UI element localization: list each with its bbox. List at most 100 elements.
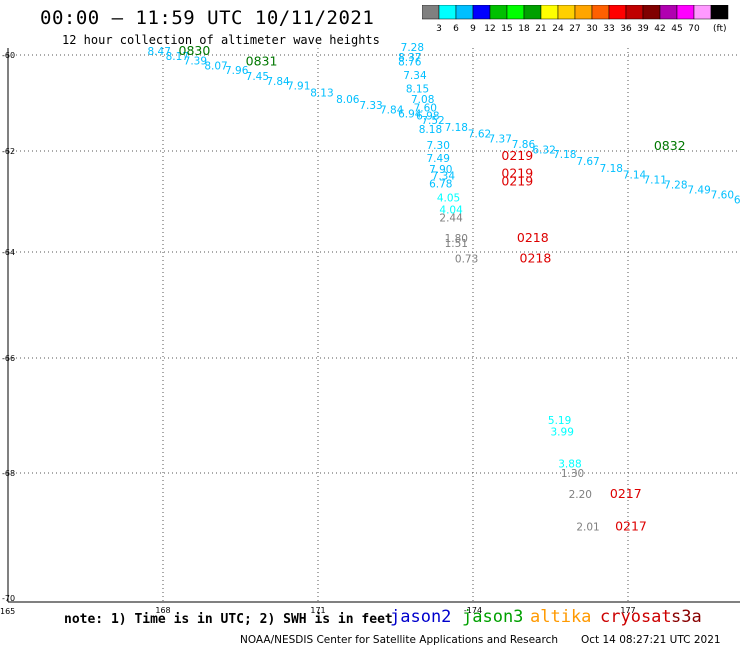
swh-value-label: 7.28 <box>401 42 424 54</box>
swh-value-label: 0.73 <box>455 254 478 266</box>
swh-value-label: 2.20 <box>569 489 592 501</box>
page-title: 00:00 — 11:59 UTC 10/11/2021 <box>40 7 375 29</box>
y-tick-label: -68 <box>2 469 15 478</box>
x-tick-label: 168 <box>155 606 170 615</box>
legend-s3a: s3a <box>671 607 702 627</box>
color-scale-label: 3 <box>436 24 442 34</box>
swh-value-label: 7.37 <box>489 133 512 145</box>
swh-value-label: 1.51 <box>445 238 468 250</box>
color-scale-label: 24 <box>552 24 564 34</box>
pass-time-label: 0217 <box>615 519 647 534</box>
x-tick-label: 171 <box>310 606 325 615</box>
swh-value-label: 7.49 <box>427 153 450 165</box>
x-tick-label: -174 <box>464 606 482 615</box>
color-scale-label: 39 <box>637 24 649 34</box>
swh-value-label: 1.80 <box>445 233 468 245</box>
swh-value-label: 7.18 <box>600 163 623 175</box>
color-scale-label: 27 <box>569 24 580 34</box>
swh-value-label: 6.69 <box>734 195 740 207</box>
color-swatch <box>710 5 729 20</box>
swh-value-label: 7.33 <box>359 100 382 112</box>
swh-value-label: 8.18 <box>419 124 442 136</box>
swh-value-label: 2.44 <box>439 213 463 225</box>
pass-time-label: 0218 <box>517 230 549 245</box>
swh-value-label: 6.94 <box>398 108 422 120</box>
swh-value-label: 6.32 <box>532 145 555 157</box>
color-scale-label: 9 <box>470 24 476 34</box>
color-scale-label: 70 <box>688 24 700 34</box>
swh-value-label: 3.88 <box>558 458 581 470</box>
axis-lines <box>7 48 740 603</box>
y-tick-label: -64 <box>2 248 15 257</box>
swh-value-label: 7.08 <box>411 94 434 106</box>
page-subtitle: 12 hour collection of altimeter wave hei… <box>62 33 380 47</box>
swh-value-label: 7.52 <box>421 115 444 127</box>
legend-jason2: jason2 <box>390 607 452 627</box>
color-scale: 3 6 9 12 15 18 21 24 27 30 33 36 39 42 45 70 (ft) <box>422 5 729 34</box>
y-tick-label: -70 <box>2 594 15 603</box>
color-scale-label: 36 <box>620 24 632 34</box>
legend-cryosat: cryosat <box>600 607 672 627</box>
swh-value-label: 8.13 <box>310 87 333 99</box>
swh-value-label: 7.90 <box>429 164 452 176</box>
color-scale-label: (ft) <box>713 24 727 34</box>
footer-note: note: 1) Time is in UTC; 2) SWH is in fe… <box>64 612 393 627</box>
grid-lines <box>8 48 740 602</box>
swh-value-label: 5.19 <box>548 415 571 427</box>
satellite-legend: jason2 jason3 altika cryosat s3a <box>0 607 740 631</box>
x-tick-label: 165 <box>0 607 15 616</box>
swh-value-label: 6.98 <box>416 110 439 122</box>
swh-values: 8.478.177.398.077.967.457.847.918.138.06… <box>148 42 740 533</box>
color-scale-label: 15 <box>501 24 512 34</box>
color-scale-swatches <box>422 5 729 20</box>
swh-value-label: 8.47 <box>148 46 171 58</box>
y-tick-label: -66 <box>2 354 15 363</box>
tick-labels: -60 -62 -64 -66 -68 -70 165 168 171 -174 177 <box>0 51 636 616</box>
swh-value-label: 8.07 <box>204 60 227 72</box>
swh-value-label: 7.34 <box>403 70 427 82</box>
swh-value-label: 7.11 <box>644 174 667 186</box>
swh-value-label: 8.76 <box>398 57 422 69</box>
swh-value-label: 7.84 <box>380 105 404 117</box>
pass-time-label: 0219 <box>501 148 533 163</box>
credit-text: NOAA/NESDIS Center for Satellite Applica… <box>240 634 558 646</box>
swh-value-label: 7.67 <box>576 156 599 168</box>
y-tick-label: -60 <box>2 51 15 60</box>
swh-value-label: 7.86 <box>512 139 536 151</box>
pass-time-label: 0832 <box>654 138 686 153</box>
color-scale-label: 12 <box>484 24 495 34</box>
color-scale-label: 18 <box>518 24 530 34</box>
swh-value-label: 7.39 <box>184 56 207 68</box>
pass-time-label: 0219 <box>501 173 533 188</box>
swh-value-label: 4.04 <box>439 205 463 217</box>
legend-altika: altika <box>530 607 592 627</box>
y-tick-label: -62 <box>2 147 15 156</box>
swh-value-label: 7.62 <box>468 129 491 141</box>
color-scale-label: 30 <box>586 24 598 34</box>
swh-value-label: 8.37 <box>398 52 421 64</box>
pass-time-label: 0217 <box>610 486 642 501</box>
swh-value-label: 7.45 <box>246 71 269 83</box>
pass-time-label: 0219 <box>501 165 533 180</box>
swh-value-label: 7.84 <box>266 76 290 88</box>
swh-value-label: 8.15 <box>406 83 429 95</box>
generated-timestamp: Oct 14 08:27:21 UTC 2021 <box>581 634 721 646</box>
swh-value-label: 6.78 <box>429 178 452 190</box>
color-scale-label: 21 <box>535 24 546 34</box>
swh-value-label: 7.60 <box>414 103 437 115</box>
swh-value-label: 8.17 <box>166 51 189 63</box>
color-scale-label: 42 <box>654 24 665 34</box>
swh-value-label: 7.18 <box>553 149 576 161</box>
swh-value-label: 7.30 <box>427 140 450 152</box>
swh-value-label: 4.05 <box>437 193 460 205</box>
swh-value-label: 7.28 <box>664 179 687 191</box>
swh-value-label: 3.99 <box>551 427 574 439</box>
swh-value-label: 7.18 <box>445 122 468 134</box>
swh-value-label: 2.01 <box>576 522 599 534</box>
swh-value-label: 7.34 <box>432 170 456 182</box>
swh-value-label: 7.91 <box>287 81 310 93</box>
swh-value-label: 7.96 <box>225 65 249 77</box>
legend-jason3: jason3 <box>462 607 524 627</box>
